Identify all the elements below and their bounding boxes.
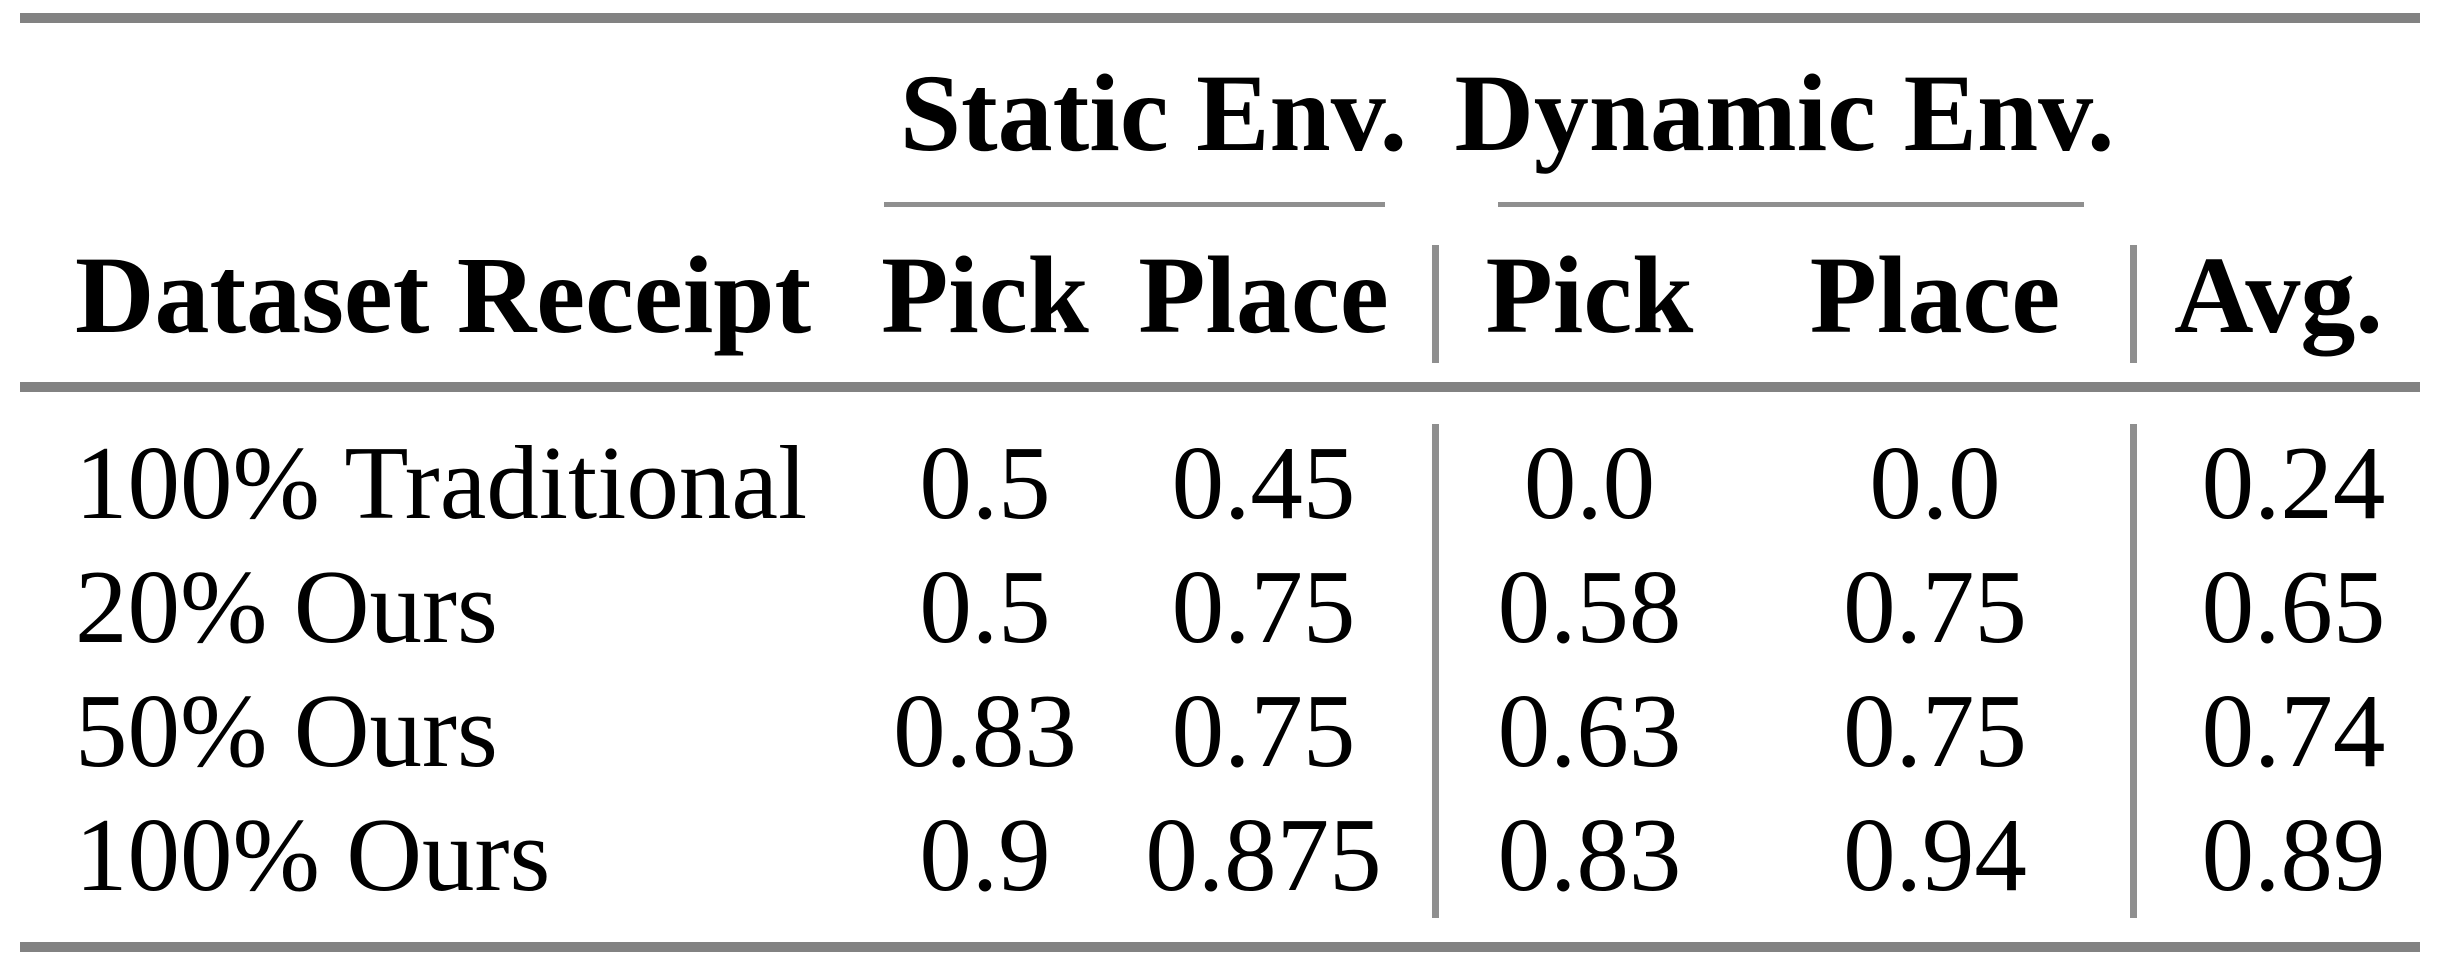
table-top-rule xyxy=(20,13,2420,23)
cell-dynamic-place: 0.75 xyxy=(1843,671,2027,789)
cell-static-pick: 0.5 xyxy=(919,423,1051,541)
cell-avg: 0.74 xyxy=(2201,671,2386,789)
cell-avg: 0.24 xyxy=(2201,423,2386,541)
cell-static-pick: 0.83 xyxy=(893,671,1077,789)
row-label: 50% Ours xyxy=(75,671,498,789)
column-header-dynamic-place: Place xyxy=(1809,233,2061,356)
cell-dynamic-place: 0.75 xyxy=(1843,547,2027,665)
table-row: 50% Ours 0.83 0.75 0.63 0.75 0.74 xyxy=(20,668,2420,792)
cell-dynamic-pick: 0.0 xyxy=(1523,423,1656,541)
vertical-rule-static-dynamic-header xyxy=(1432,245,1439,363)
cell-dynamic-pick: 0.58 xyxy=(1497,547,1682,665)
table-row: 20% Ours 0.5 0.75 0.58 0.75 0.65 xyxy=(20,544,2420,668)
column-header-static-pick: Pick xyxy=(881,233,1089,356)
vertical-rule-dynamic-avg-body xyxy=(2130,424,2137,918)
cell-static-pick: 0.9 xyxy=(919,795,1051,913)
row-label: 100% Ours xyxy=(75,795,551,913)
cell-static-place: 0.875 xyxy=(1145,795,1382,913)
vertical-rule-dynamic-avg-header xyxy=(2130,245,2137,363)
column-header-static-place: Place xyxy=(1138,233,1389,356)
cell-avg: 0.65 xyxy=(2201,547,2386,665)
column-header-dataset-receipt: Dataset Receipt xyxy=(75,233,812,356)
cell-static-place: 0.45 xyxy=(1171,423,1356,541)
cell-static-place: 0.75 xyxy=(1171,547,1356,665)
table-bottom-rule xyxy=(20,942,2420,952)
row-label: 20% Ours xyxy=(75,547,498,665)
dynamic-env-group-header: Dynamic Env. xyxy=(1454,51,2115,174)
cell-static-place: 0.75 xyxy=(1171,671,1356,789)
table-row: 100% Ours 0.9 0.875 0.83 0.94 0.89 xyxy=(20,792,2420,916)
static-env-cmidrule xyxy=(884,202,1385,207)
static-env-group-header: Static Env. xyxy=(899,51,1408,174)
table-header-rule xyxy=(20,382,2420,392)
dynamic-env-cmidrule xyxy=(1498,202,2084,207)
group-header-row: Static Env. Dynamic Env. xyxy=(20,23,2420,202)
column-header-row: Dataset Receipt Pick Place Pick Place Av… xyxy=(20,207,2420,382)
column-header-dynamic-pick: Pick xyxy=(1485,233,1694,356)
cell-dynamic-place: 0.94 xyxy=(1843,795,2027,913)
vertical-rule-static-dynamic-body xyxy=(1432,424,1439,918)
table-row: 100% Traditional 0.5 0.45 0.0 0.0 0.24 xyxy=(20,420,2420,544)
cell-dynamic-pick: 0.63 xyxy=(1497,671,1682,789)
row-label: 100% Traditional xyxy=(75,423,808,541)
cell-avg: 0.89 xyxy=(2201,795,2386,913)
cell-static-pick: 0.5 xyxy=(919,547,1051,665)
column-header-avg: Avg. xyxy=(2174,233,2383,356)
cell-dynamic-place: 0.0 xyxy=(1869,423,2001,541)
cell-dynamic-pick: 0.83 xyxy=(1497,795,1682,913)
